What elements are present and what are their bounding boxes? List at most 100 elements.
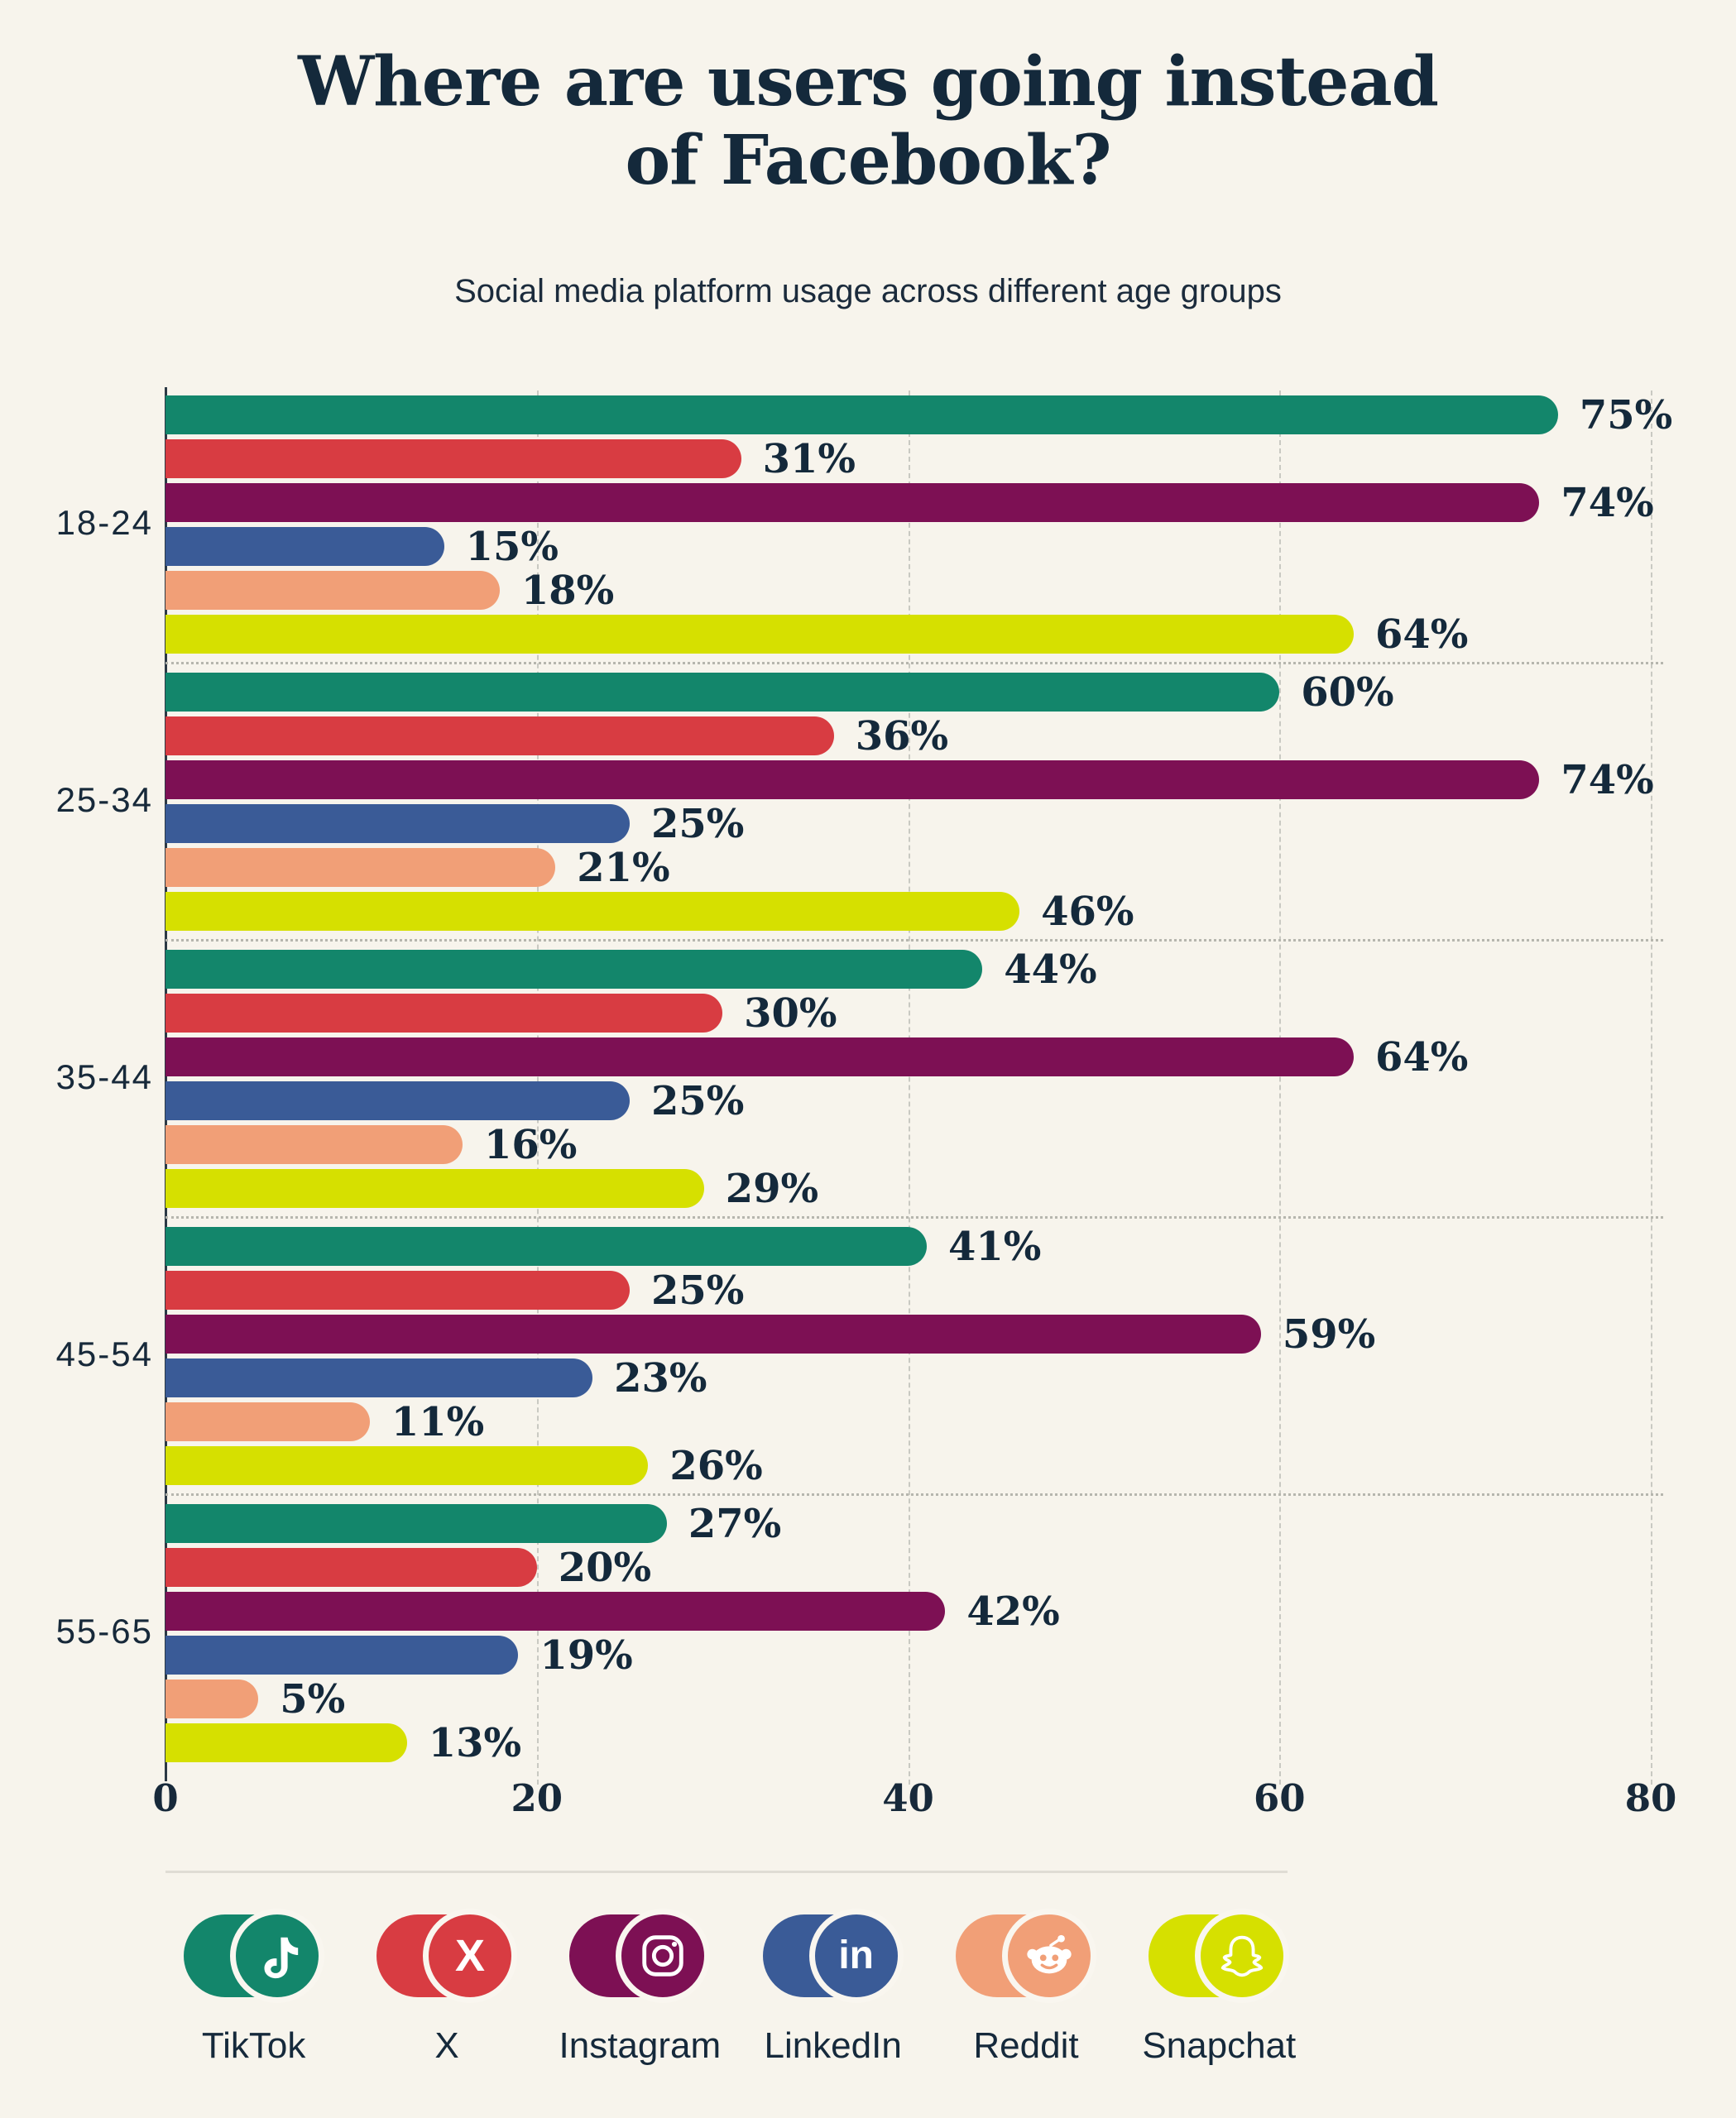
bar-x-18-24 bbox=[165, 439, 741, 478]
bar-row-instagram-55-65: 42% bbox=[165, 1588, 1651, 1635]
bar-value-label: 30% bbox=[744, 990, 837, 1037]
bar-value-label: 31% bbox=[762, 435, 856, 482]
bar-value-label: 29% bbox=[725, 1165, 819, 1212]
age-label-18-24: 18-24 bbox=[55, 503, 153, 542]
bar-row-linkedin-35-44: 25% bbox=[165, 1078, 1651, 1124]
page-title: Where are users going instead of Faceboo… bbox=[0, 42, 1736, 200]
bar-row-linkedin-25-34: 25% bbox=[165, 801, 1651, 847]
bar-row-instagram-18-24: 74% bbox=[165, 480, 1654, 526]
bar-row-reddit-35-44: 16% bbox=[165, 1122, 1651, 1168]
bar-row-snapchat-25-34: 46% bbox=[165, 889, 1651, 935]
age-group-55-65: 27% 20% 42% 19% 5% 13% bbox=[165, 1501, 1651, 1766]
bar-row-tiktok-55-65: 27% bbox=[165, 1501, 1651, 1547]
bar-linkedin-18-24 bbox=[165, 527, 444, 566]
age-group-45-54: 41% 25% 59% 23% 11% 26% bbox=[165, 1224, 1651, 1489]
bar-row-tiktok-35-44: 44% bbox=[165, 946, 1651, 993]
bar-row-instagram-25-34: 74% bbox=[165, 757, 1654, 803]
bar-row-instagram-45-54: 59% bbox=[165, 1311, 1651, 1358]
bar-reddit-18-24 bbox=[165, 571, 500, 610]
bar-row-reddit-18-24: 18% bbox=[165, 568, 1651, 614]
legend-divider bbox=[165, 1871, 1288, 1873]
bar-row-instagram-35-44: 64% bbox=[165, 1034, 1651, 1081]
snapchat-icon bbox=[1149, 1905, 1290, 2007]
bar-x-35-44 bbox=[165, 994, 723, 1033]
bar-value-label: 46% bbox=[1041, 888, 1134, 935]
chart-title-line-1: Where are users going instead bbox=[298, 42, 1439, 122]
x-tick-0: 0 bbox=[152, 1776, 179, 1820]
legend-circle bbox=[1001, 1909, 1096, 2003]
bar-row-snapchat-45-54: 26% bbox=[165, 1443, 1651, 1489]
bar-value-label: 74% bbox=[1561, 479, 1654, 526]
bar-value-label: 25% bbox=[650, 1077, 745, 1124]
bar-value-label: 21% bbox=[577, 844, 670, 891]
legend-circle bbox=[1195, 1909, 1290, 2003]
bar-value-label: 25% bbox=[650, 800, 745, 847]
bar-x-25-34 bbox=[165, 716, 834, 755]
legend-item-instagram: Instagram bbox=[544, 1905, 736, 2067]
bar-value-label: 20% bbox=[558, 1544, 652, 1591]
linkedin-icon: in bbox=[762, 1905, 904, 2007]
bar-linkedin-55-65 bbox=[165, 1636, 519, 1675]
age-group-18-24: 75% 31% 74% 15% 18% 64% bbox=[165, 392, 1672, 658]
bar-row-reddit-45-54: 11% bbox=[165, 1399, 1651, 1445]
group-separator bbox=[165, 939, 1663, 942]
bar-value-label: 26% bbox=[669, 1442, 763, 1489]
bar-instagram-25-34 bbox=[165, 760, 1540, 799]
bar-value-label: 25% bbox=[650, 1267, 745, 1314]
legend-label-snapchat: Snapchat bbox=[1142, 2025, 1297, 2066]
bar-tiktok-25-34 bbox=[165, 673, 1280, 712]
bar-linkedin-25-34 bbox=[165, 804, 630, 843]
bar-value-label: 19% bbox=[540, 1632, 633, 1679]
bar-row-x-55-65: 20% bbox=[165, 1545, 1651, 1591]
tiktok-icon bbox=[183, 1905, 324, 2007]
bar-instagram-55-65 bbox=[165, 1592, 946, 1631]
bar-reddit-35-44 bbox=[165, 1125, 463, 1164]
bar-value-label: 11% bbox=[391, 1398, 485, 1445]
bar-tiktok-18-24 bbox=[165, 395, 1558, 434]
bar-value-label: 41% bbox=[947, 1223, 1042, 1270]
bar-tiktok-35-44 bbox=[165, 950, 983, 989]
x-tick-40: 40 bbox=[882, 1776, 934, 1820]
bar-row-x-25-34: 36% bbox=[165, 713, 1651, 760]
bar-row-reddit-55-65: 5% bbox=[165, 1676, 1651, 1723]
bar-value-label: 15% bbox=[465, 523, 559, 570]
age-label-55-65: 55-65 bbox=[55, 1612, 153, 1651]
bar-instagram-45-54 bbox=[165, 1315, 1261, 1354]
legend: TikTok X X Instagram in LinkedIn Reddit Snapcha… bbox=[157, 1905, 1316, 2067]
gridline-60 bbox=[1279, 391, 1282, 1785]
x-tick-60: 60 bbox=[1253, 1776, 1306, 1820]
bar-value-label: 16% bbox=[484, 1121, 578, 1168]
bar-row-tiktok-45-54: 41% bbox=[165, 1224, 1651, 1270]
bar-linkedin-35-44 bbox=[165, 1081, 630, 1120]
bar-reddit-45-54 bbox=[165, 1402, 370, 1441]
bar-value-label: 44% bbox=[1004, 946, 1097, 993]
bar-value-label: 18% bbox=[520, 567, 615, 614]
legend-label-linkedin: LinkedIn bbox=[764, 2025, 902, 2066]
bar-value-label: 36% bbox=[855, 712, 949, 760]
legend-label-tiktok: TikTok bbox=[201, 2025, 306, 2066]
bar-row-snapchat-35-44: 29% bbox=[165, 1166, 1651, 1212]
age-group-35-44: 44% 30% 64% 25% 16% 29% bbox=[165, 946, 1651, 1212]
group-separator bbox=[165, 1493, 1663, 1496]
chart-subtitle: Social media platform usage across diffe… bbox=[454, 273, 1282, 309]
gridline-80 bbox=[1651, 391, 1652, 1785]
legend-item-tiktok: TikTok bbox=[157, 1905, 350, 2067]
legend-circle: in bbox=[808, 1909, 904, 2003]
legend-label-instagram: Instagram bbox=[559, 2025, 722, 2066]
age-label-25-34: 25-34 bbox=[55, 780, 153, 819]
bar-row-x-35-44: 30% bbox=[165, 990, 1651, 1037]
x-tick-80: 80 bbox=[1624, 1776, 1677, 1820]
bar-snapchat-18-24 bbox=[165, 615, 1354, 654]
bar-reddit-55-65 bbox=[165, 1680, 259, 1718]
age-label-35-44: 35-44 bbox=[55, 1057, 153, 1096]
bar-value-label: 42% bbox=[966, 1588, 1060, 1635]
bar-value-label: 64% bbox=[1375, 1033, 1469, 1081]
bar-linkedin-45-54 bbox=[165, 1358, 593, 1397]
instagram-icon bbox=[569, 1905, 711, 2007]
bar-snapchat-55-65 bbox=[165, 1723, 407, 1762]
x-tick-20: 20 bbox=[511, 1776, 563, 1820]
bar-instagram-35-44 bbox=[165, 1037, 1354, 1076]
bar-x-55-65 bbox=[165, 1548, 537, 1587]
